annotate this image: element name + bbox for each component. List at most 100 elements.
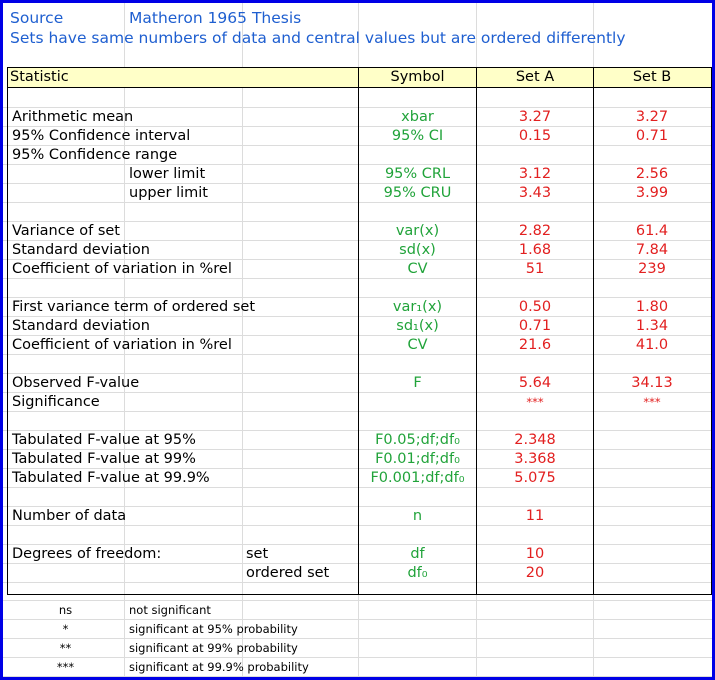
row-label: 95% Confidence range xyxy=(12,147,178,163)
gridline xyxy=(3,411,712,412)
table-header xyxy=(7,67,712,88)
row-value-b: 1.80 xyxy=(635,299,669,315)
gridline xyxy=(3,316,712,317)
gridline xyxy=(3,430,712,431)
row-label: Standard deviation xyxy=(12,242,150,258)
gridline xyxy=(3,563,712,564)
source-value: Matheron 1965 Thesis xyxy=(129,9,302,27)
row-sublabel: ordered set xyxy=(246,565,330,581)
gridline xyxy=(3,202,712,203)
row-value-a: 0.71 xyxy=(518,318,552,334)
legend-text: significant at 99.9% probability xyxy=(129,660,309,674)
row-value-b: 239 xyxy=(638,261,666,277)
significance-a: *** xyxy=(526,395,544,409)
row-symbol: CV xyxy=(407,337,428,353)
legend-code: * xyxy=(62,622,69,636)
legend-text: not significant xyxy=(129,603,211,617)
legend-text: significant at 99% probability xyxy=(129,641,298,655)
legend-text: significant at 95% probability xyxy=(129,622,298,636)
header-set-b: Set B xyxy=(632,69,672,85)
gridline xyxy=(3,506,712,507)
source-label: Source xyxy=(10,9,64,27)
row-symbol: F0.05;df;df₀ xyxy=(375,432,460,448)
row-label: Tabulated F-value at 95% xyxy=(12,432,196,448)
row-label: Arithmetic mean xyxy=(12,109,134,125)
gridline xyxy=(3,354,712,355)
table-border xyxy=(593,67,594,595)
row-value-a: 3.27 xyxy=(518,109,552,125)
gridline xyxy=(3,126,712,127)
row-symbol: sd₁(x) xyxy=(396,318,439,334)
row-value-a: 11 xyxy=(525,508,545,524)
row-label: Coefficient of variation in %rel xyxy=(12,261,232,277)
gridline xyxy=(3,600,712,601)
significance-b: *** xyxy=(643,395,661,409)
row-value-a: 10 xyxy=(525,546,545,562)
gridline xyxy=(3,638,712,639)
gridline xyxy=(3,183,712,184)
row-label: Tabulated F-value at 99.9% xyxy=(12,470,210,486)
row-symbol: 95% CI xyxy=(391,128,444,144)
legend-code: ** xyxy=(59,641,72,655)
row-symbol: CV xyxy=(407,261,428,277)
gridline xyxy=(3,468,712,469)
row-value-a: 0.15 xyxy=(518,128,552,144)
row-label: Variance of set xyxy=(12,223,120,239)
row-symbol: df₀ xyxy=(407,565,428,581)
row-symbol: 95% CRL xyxy=(384,166,451,182)
row-label: lower limit xyxy=(129,166,206,182)
row-value-b: 41.0 xyxy=(635,337,669,353)
row-symbol: xbar xyxy=(401,109,434,125)
row-label: Number of data xyxy=(12,508,127,524)
row-label: upper limit xyxy=(129,185,208,201)
gridline xyxy=(3,487,712,488)
gridline xyxy=(3,525,712,526)
legend-code: ns xyxy=(58,603,73,617)
row-label: Tabulated F-value at 99% xyxy=(12,451,196,467)
gridline xyxy=(3,107,712,108)
row-value-b: 7.84 xyxy=(635,242,669,258)
row-value-b: 34.13 xyxy=(631,375,673,391)
row-value-a: 3.43 xyxy=(518,185,552,201)
row-value-b: 2.56 xyxy=(635,166,669,182)
row-label: Observed F-value xyxy=(12,375,140,391)
gridline xyxy=(3,544,712,545)
gridline xyxy=(3,335,712,336)
row-value-a: 21.6 xyxy=(518,337,552,353)
gridline xyxy=(3,449,712,450)
row-value-a: 5.075 xyxy=(514,470,556,486)
gridline xyxy=(3,373,712,374)
gridline xyxy=(3,297,712,298)
row-value-a: 1.68 xyxy=(518,242,552,258)
row-sublabel: set xyxy=(246,546,269,562)
gridline xyxy=(3,582,712,583)
gridline xyxy=(3,676,712,677)
row-value-b: 3.27 xyxy=(635,109,669,125)
gridline xyxy=(3,657,712,658)
table-border xyxy=(358,67,359,595)
header-statistic: Statistic xyxy=(10,69,69,85)
gridline xyxy=(242,3,243,677)
row-value-a: 3.368 xyxy=(514,451,556,467)
row-symbol: var₁(x) xyxy=(392,299,443,315)
subtitle: Sets have same numbers of data and centr… xyxy=(10,29,626,47)
table-border xyxy=(476,67,477,595)
row-label: Coefficient of variation in %rel xyxy=(12,337,232,353)
row-symbol: F0.001;df;df₀ xyxy=(370,470,465,486)
row-label: Standard deviation xyxy=(12,318,150,334)
row-value-a: 2.82 xyxy=(518,223,552,239)
row-value-a: 20 xyxy=(525,565,545,581)
table-border xyxy=(711,67,712,595)
row-symbol: sd(x) xyxy=(399,242,436,258)
gridline xyxy=(3,145,712,146)
row-value-b: 61.4 xyxy=(635,223,669,239)
gridline xyxy=(3,392,712,393)
legend-code: *** xyxy=(56,660,75,674)
gridline xyxy=(3,221,712,222)
row-symbol: F0.01;df;df₀ xyxy=(375,451,460,467)
table-border xyxy=(7,594,712,595)
header-set-a: Set A xyxy=(515,69,555,85)
gridline xyxy=(3,278,712,279)
header-symbol: Symbol xyxy=(390,69,445,85)
